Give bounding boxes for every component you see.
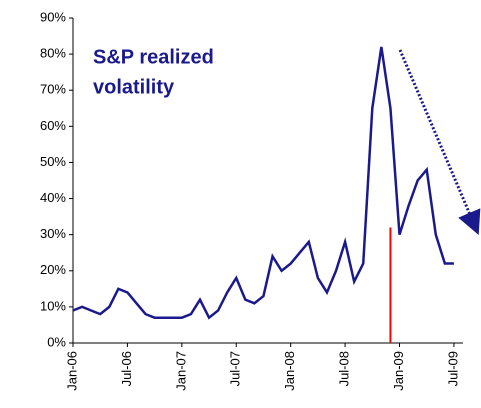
y-tick-label: 10% (40, 298, 66, 313)
y-tick-label: 90% (40, 9, 66, 24)
x-tick-label: Jul-06 (119, 351, 134, 386)
x-tick-label: Jan-06 (64, 351, 79, 391)
y-tick-label: 70% (40, 82, 66, 97)
annotation: volatility (93, 76, 175, 98)
y-tick-label: 20% (40, 262, 66, 277)
x-tick-label: Jul-07 (228, 351, 243, 386)
x-tick-label: Jan-08 (282, 351, 297, 391)
y-tick-label: 30% (40, 226, 66, 241)
x-tick-label: Jan-07 (173, 351, 188, 391)
trend-arrow (398, 49, 481, 236)
y-tick-label: 60% (40, 118, 66, 133)
x-tick-label: Jul-08 (337, 351, 352, 386)
y-tick-label: 0% (47, 334, 66, 349)
annotation: S&P realized (93, 46, 214, 68)
x-tick-label: Jul-09 (445, 351, 460, 386)
x-tick-label: Jan-09 (391, 351, 406, 391)
y-tick-label: 50% (40, 154, 66, 169)
y-tick-label: 80% (40, 46, 66, 61)
y-tick-label: 40% (40, 190, 66, 205)
line-series (72, 46, 454, 320)
